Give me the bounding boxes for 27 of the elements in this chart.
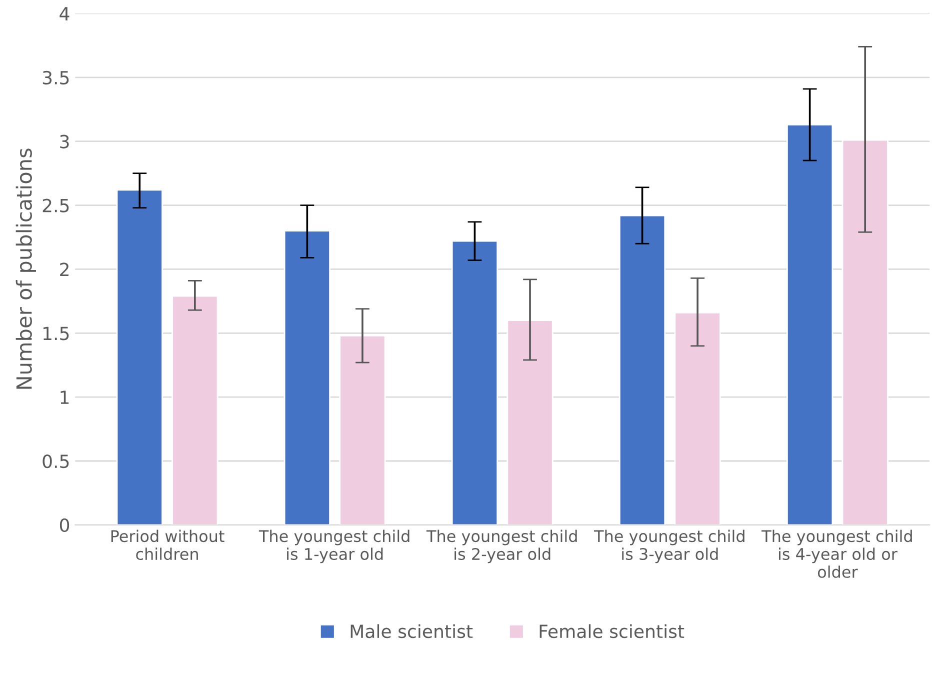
bar	[786, 124, 834, 525]
y-tick-label: 1	[60, 390, 69, 404]
y-tick-label: 4	[60, 7, 70, 20]
x-tick-label: The youngest child is 3-year old	[594, 530, 744, 564]
bar	[674, 312, 721, 525]
bar	[284, 230, 330, 525]
y-tick-label: 2.5	[42, 198, 69, 212]
bar	[116, 189, 163, 525]
y-tick-label: 0	[60, 518, 70, 532]
y-tick-label: 3	[60, 134, 69, 148]
y-tick-label: 2	[60, 262, 68, 276]
bar	[339, 334, 386, 525]
y-tick-label: 3.5	[42, 70, 69, 85]
y-tick-label: 1.5	[44, 326, 69, 340]
x-tick-label: Period without children	[111, 530, 224, 560]
x-tick-label: The youngest child is 4-year old or older	[762, 530, 912, 578]
bar	[451, 240, 498, 525]
legend-label: Male scientist	[350, 624, 473, 638]
x-tick-label: The youngest child is 2-year old	[426, 530, 577, 564]
y-tick-label: 0.5	[42, 454, 69, 468]
legend-label: Female scientist	[540, 624, 684, 638]
bar	[172, 295, 218, 525]
x-tick-label: The youngest child is 1-year old	[258, 530, 410, 564]
bar	[618, 214, 666, 525]
bar	[842, 139, 888, 525]
bar	[506, 320, 554, 525]
y-axis-title: Number of publications	[16, 148, 36, 389]
